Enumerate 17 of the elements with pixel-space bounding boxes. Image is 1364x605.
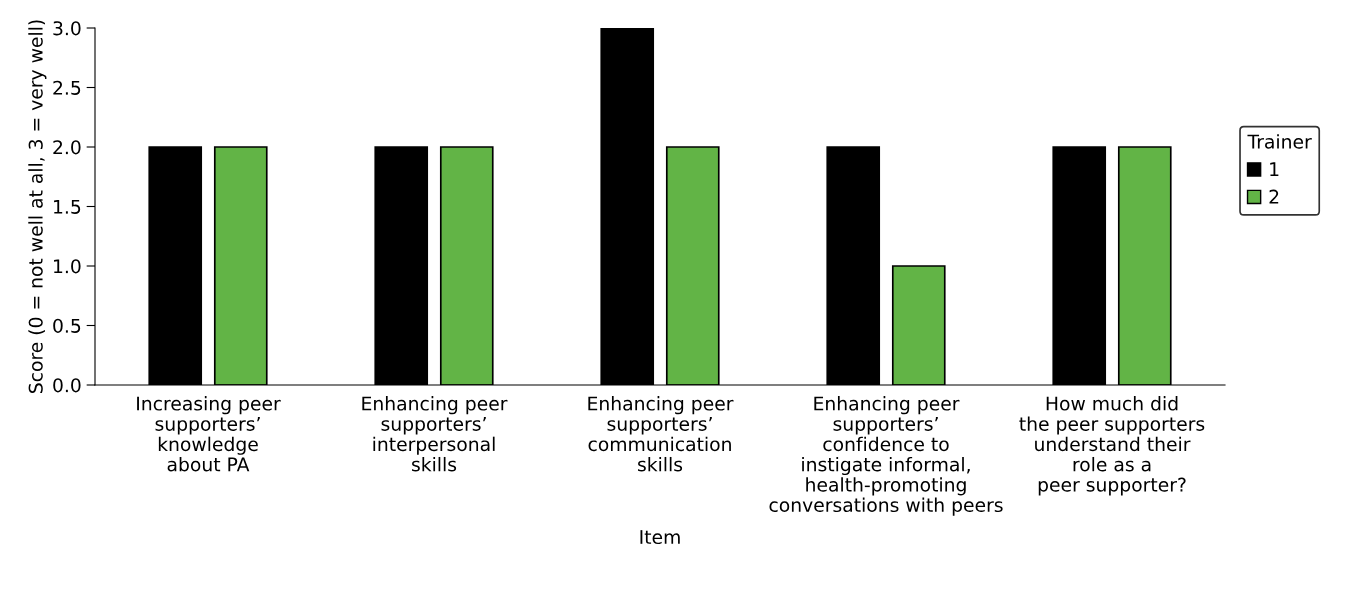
legend-label: 1 [1270,162,1279,176]
y-tick-label: 0.0 [53,378,81,393]
y-tick-label: 3.0 [53,21,81,36]
legend-title: Trainer [1247,134,1312,149]
y-tick-label: 2.5 [53,80,81,95]
y-tick-label: 2.0 [53,140,81,155]
y-tick-label: 1.0 [54,259,81,274]
y-axis-title: Score (0 = not well at all, 3 = very well) [28,20,47,393]
x-tick-label: Enhancing peer supporters’ communication skills [588,396,734,472]
x-tick-label: Increasing peer supporters’ knowledge about PA [137,396,281,472]
legend-label: 2 [1269,189,1279,204]
y-tick-label: 0.5 [53,318,81,333]
x-tick-label: Enhancing peer supporters’ confidence to instigate informal, health-promoting conversations with peers [769,396,1003,516]
x-axis-title: Item [640,530,680,545]
x-tick-label: Enhancing peer supporters’ interpersonal skills [362,396,508,472]
y-tick-label: 1.5 [54,199,81,214]
x-tick-label: How much did the peer supporters understand their role as a peer supporter? [1019,396,1205,496]
